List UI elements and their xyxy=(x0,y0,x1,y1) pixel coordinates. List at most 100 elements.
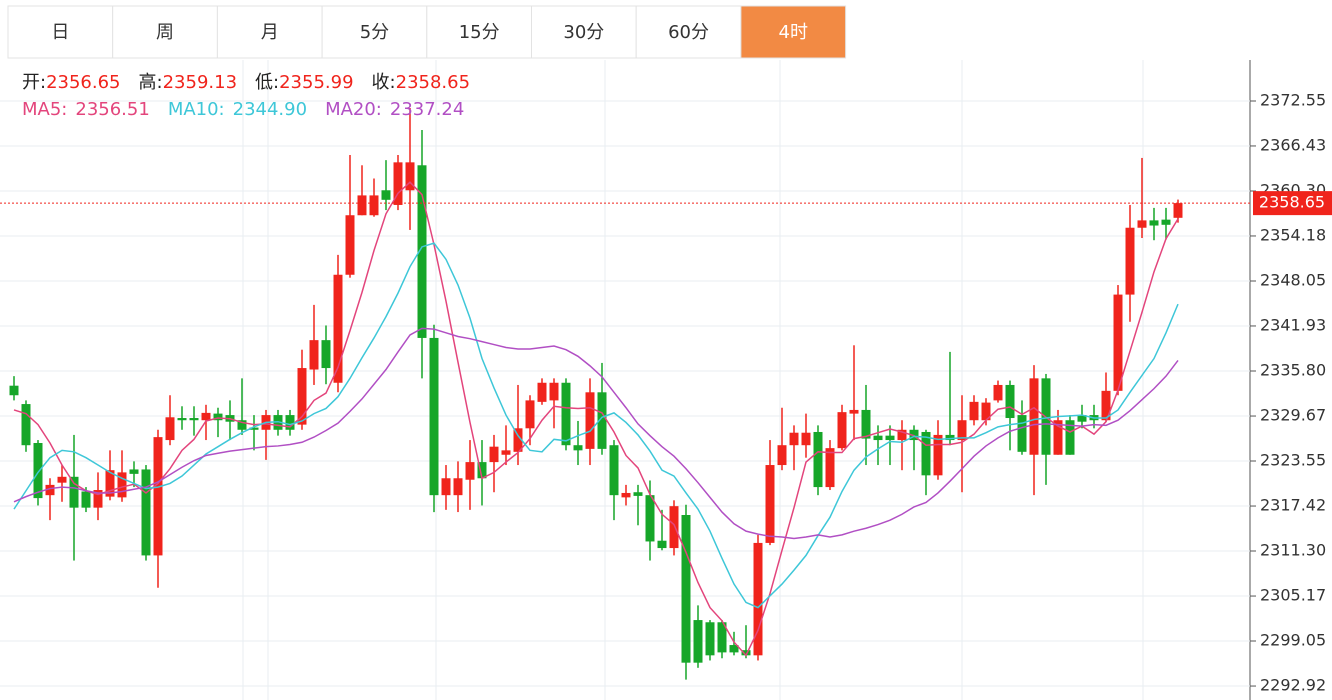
ohlc-name: 开: xyxy=(22,72,46,93)
candle-body xyxy=(45,484,55,496)
candle-body xyxy=(993,384,1003,401)
candle-body xyxy=(441,478,451,496)
candle-body xyxy=(1029,378,1039,455)
candle-body xyxy=(741,650,751,656)
ohlc-value: 2359.13 xyxy=(163,72,237,93)
ma-line xyxy=(13,242,1179,609)
candle-body xyxy=(1125,227,1135,295)
tab[interactable] xyxy=(426,5,532,59)
candle-body xyxy=(777,445,787,466)
candle-body xyxy=(1077,415,1087,422)
y-tick-label: 2372.55 xyxy=(1260,90,1326,109)
last-price-label: 2358.65 xyxy=(1259,193,1325,212)
tab-label[interactable]: 30分 xyxy=(563,22,604,43)
candle-body xyxy=(1113,294,1123,391)
tab-label[interactable]: 60分 xyxy=(668,22,709,43)
y-tick-label: 2335.80 xyxy=(1260,360,1326,379)
candle-body xyxy=(453,478,463,496)
ma-name: MA20: xyxy=(325,99,382,120)
candle-body xyxy=(585,392,595,449)
y-tick-label: 2311.30 xyxy=(1260,541,1326,560)
candle-body xyxy=(417,165,427,338)
candle-body xyxy=(297,368,307,425)
ma-line xyxy=(13,327,1179,540)
candle-body xyxy=(513,428,523,452)
candle-body xyxy=(1065,420,1075,455)
tab[interactable] xyxy=(321,5,428,59)
y-tick-label: 2329.67 xyxy=(1260,406,1326,425)
ma-line xyxy=(13,181,1179,657)
tab[interactable] xyxy=(635,5,742,59)
candle-body xyxy=(657,540,667,549)
tab-label[interactable]: 5分 xyxy=(360,22,389,43)
candle-body xyxy=(681,515,691,663)
candle-body xyxy=(705,622,715,656)
candle-body xyxy=(885,435,895,441)
candle-body xyxy=(69,476,79,508)
candle-body xyxy=(1053,420,1063,455)
candle-body xyxy=(213,413,223,421)
candle-body xyxy=(1149,220,1159,226)
candle-body xyxy=(405,162,415,191)
candle-body xyxy=(237,420,247,430)
candle-body xyxy=(729,645,739,653)
tab-label[interactable]: 日 xyxy=(51,22,69,43)
candles xyxy=(9,107,1183,680)
candle-body xyxy=(801,432,811,446)
candle-body xyxy=(153,437,163,556)
tab[interactable] xyxy=(7,5,114,59)
candle-body xyxy=(1005,384,1015,419)
tab-label[interactable]: 周 xyxy=(156,22,174,43)
tab-label[interactable]: 15分 xyxy=(459,22,500,43)
candle-body xyxy=(1017,415,1027,452)
candle-body xyxy=(981,402,991,421)
y-tick-label: 2292.92 xyxy=(1260,676,1326,695)
tab-label[interactable]: 月 xyxy=(261,22,279,43)
ohlc-value: 2356.65 xyxy=(46,72,120,93)
candle-body xyxy=(969,401,979,421)
candle-body xyxy=(1101,390,1111,421)
candle-body xyxy=(537,382,547,402)
candle-body xyxy=(597,392,607,449)
ohlc-name: 高: xyxy=(139,72,163,93)
candle-body xyxy=(477,462,487,479)
candle-body xyxy=(33,443,43,499)
candle-body xyxy=(621,492,631,498)
y-tick-label: 2354.18 xyxy=(1260,225,1326,244)
tab-label[interactable]: 4时 xyxy=(779,22,808,43)
candle-body xyxy=(381,190,391,200)
candle-body xyxy=(525,400,535,429)
candle-body xyxy=(609,445,619,496)
tab[interactable] xyxy=(112,5,218,59)
candle-body xyxy=(117,472,127,498)
candle-body xyxy=(249,427,259,430)
candle-body xyxy=(321,340,331,369)
y-tick-label: 2305.17 xyxy=(1260,586,1326,605)
candle-body xyxy=(693,620,703,663)
candle-body xyxy=(837,412,847,449)
candle-body xyxy=(789,432,799,446)
ma-legend: MA5: 2356.51 MA10: 2344.90 MA20: 2337.24 xyxy=(22,99,464,120)
ohlc-value: 2358.65 xyxy=(396,72,470,93)
candle-body xyxy=(333,274,343,383)
y-tick-label: 2299.05 xyxy=(1260,631,1326,650)
candle-body xyxy=(81,491,91,508)
candle-body xyxy=(1137,220,1147,228)
candle-body xyxy=(813,431,823,488)
candle-body xyxy=(573,445,583,451)
candle-body xyxy=(93,490,103,508)
y-tick-label: 2341.93 xyxy=(1260,315,1326,334)
tab[interactable] xyxy=(531,5,637,59)
y-tick-label: 2348.05 xyxy=(1260,270,1326,289)
candle-body xyxy=(345,215,355,275)
ma-value: 2344.90 xyxy=(233,99,307,120)
tab[interactable] xyxy=(740,5,847,59)
candle-body xyxy=(921,431,931,476)
candle-body xyxy=(873,435,883,441)
candle-body xyxy=(189,418,199,421)
last-price-tag xyxy=(1253,191,1332,216)
candle-body xyxy=(549,382,559,401)
